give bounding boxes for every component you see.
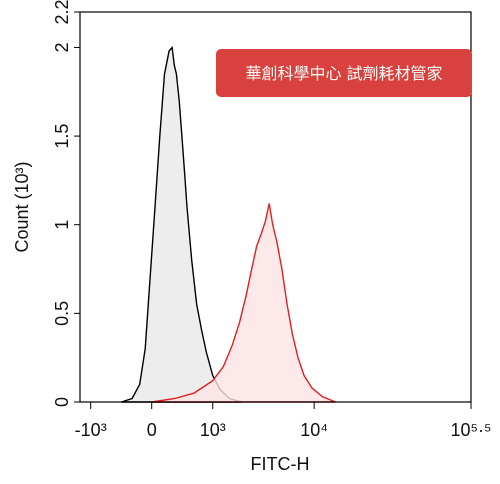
x-tick-label: 10⁴ [300, 420, 328, 440]
x-axis-label: FITC-H [251, 454, 310, 474]
histogram-curve [121, 45, 243, 403]
histogram-curve [151, 203, 336, 403]
y-tick-label: 0 [52, 397, 72, 407]
watermark-badge [216, 49, 472, 97]
y-tick-label: 0.5 [52, 301, 72, 326]
plot-frame [79, 11, 472, 403]
y-tick-label: 1.5 [52, 124, 72, 149]
x-tick-label: 0 [147, 420, 157, 440]
watermark-text: 華創科學中心 試劑耗材管家 [245, 64, 442, 83]
y-axis-label: Count (10³) [12, 161, 32, 252]
y-tick-label: 2 [52, 42, 72, 52]
y-tick-label: 1 [52, 220, 72, 230]
x-tick-label: 10⁵·⁵ [451, 420, 492, 440]
x-tick-label: -10³ [75, 420, 107, 440]
y-tick-label: 2.2 [52, 0, 72, 25]
x-tick-label: 10³ [200, 420, 226, 440]
